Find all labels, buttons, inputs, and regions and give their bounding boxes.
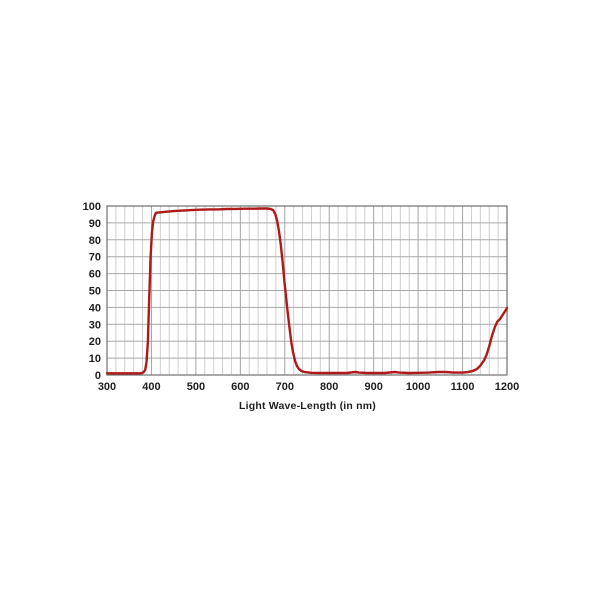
y-tick-label: 0 (95, 370, 101, 382)
x-tick-label: 800 (320, 381, 338, 393)
transmission-curve (105, 207, 509, 375)
y-tick-label: 50 (89, 286, 101, 298)
x-axis-title: Light Wave-Length (in nm) (238, 400, 376, 412)
x-tick-label: 300 (98, 381, 116, 393)
y-tick-label: 40 (89, 302, 101, 314)
x-tick-label: 1200 (495, 381, 519, 393)
x-tick-label: 700 (276, 381, 294, 393)
x-tick-label: 1000 (406, 381, 430, 393)
y-tick-label: 80 (89, 235, 101, 247)
tick-labels: 300 400 500 600 700 800 900 1000 1100 1200 0 10 20 30… (83, 201, 520, 393)
series-group (105, 207, 509, 375)
gridlines-major (106, 205, 508, 376)
y-tick-label: 70 (89, 252, 101, 264)
x-tick-label: 500 (187, 381, 205, 393)
y-tick-label: 60 (89, 269, 101, 281)
x-tick-label: 900 (364, 381, 382, 393)
y-tick-label: 10 (89, 353, 101, 365)
y-tick-label: 100 (83, 201, 101, 213)
y-tick-label: 20 (89, 336, 101, 348)
plot-border (106, 205, 508, 376)
x-tick-label: 600 (231, 381, 249, 393)
y-tick-label: 30 (89, 319, 101, 331)
y-tick-label: 90 (89, 218, 101, 230)
x-tick-label: 1100 (451, 381, 475, 393)
x-tick-label: 400 (142, 381, 160, 393)
